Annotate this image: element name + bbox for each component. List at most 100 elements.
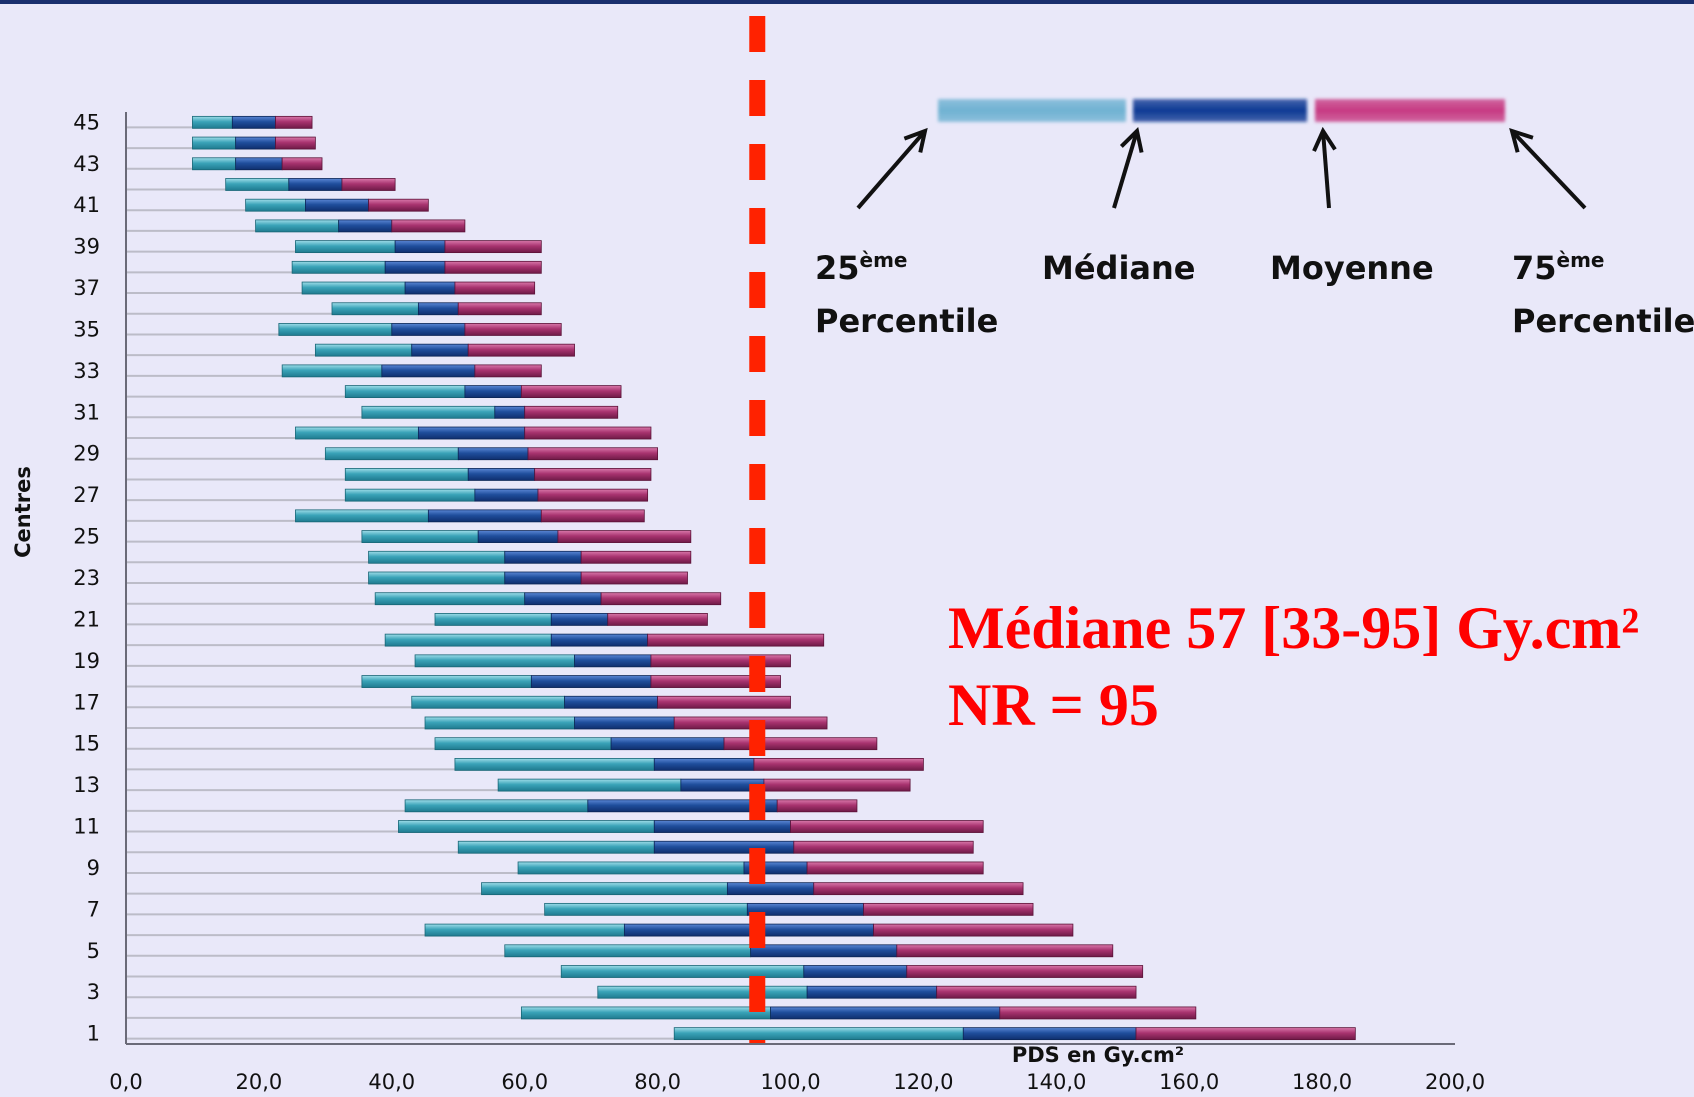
- legend-arrowhead-2: [1312, 126, 1337, 152]
- bar-mean-p75-6: [873, 923, 1074, 937]
- bar-p25-median-44: [192, 136, 237, 150]
- x-tick-label: 200,0: [1425, 1070, 1485, 1094]
- y-tick-label: 15: [73, 732, 100, 756]
- bar-mean-p75-13: [763, 778, 911, 792]
- y-tick-label: 35: [73, 317, 100, 341]
- legend-label-p75-sup: ème: [1557, 248, 1605, 272]
- bar-median-mean-44: [235, 136, 276, 150]
- x-tick-label: 20,0: [236, 1070, 283, 1094]
- bar-p25-median-33: [281, 364, 383, 378]
- x-tick-label: 80,0: [634, 1070, 681, 1094]
- bar-median-mean-8: [726, 882, 815, 896]
- bar-p25-median-34: [314, 343, 413, 357]
- bar-mean-p75-17: [657, 695, 791, 709]
- bar-mean-p75-24: [580, 550, 692, 564]
- bar-mean-p75-34: [467, 343, 575, 357]
- bar-p25-median-45: [192, 115, 233, 129]
- y-tick-label: 21: [73, 607, 100, 631]
- bar-p25-median-30: [295, 426, 419, 440]
- bar-mean-p75-8: [813, 882, 1024, 896]
- bar-mean-p75-35: [464, 323, 562, 336]
- bar-median-mean-33: [381, 364, 476, 378]
- x-tick-label: 0,0: [109, 1070, 142, 1094]
- legend-swatch-1: [1133, 99, 1307, 122]
- bar-mean-p75-23: [580, 571, 688, 585]
- legend-arrow-1: [1112, 130, 1139, 209]
- y-tick-label: 37: [73, 276, 100, 300]
- bar-mean-p75-40: [391, 219, 466, 233]
- bar-mean-p75-4: [906, 965, 1144, 978]
- bar-median-mean-30: [417, 426, 526, 440]
- y-tick-label: 13: [73, 773, 100, 797]
- bar-median-mean-23: [504, 571, 582, 585]
- axes-group: 1357911131517192123252729313335373941434…: [73, 110, 1485, 1094]
- bar-mean-p75-33: [474, 364, 542, 378]
- bar-median-mean-41: [305, 198, 369, 212]
- bar-mean-p75-21: [607, 613, 708, 626]
- bar-p25-median-13: [497, 778, 682, 792]
- bar-p25-median-12: [404, 799, 589, 813]
- bar-median-mean-20: [550, 633, 649, 647]
- legend-label-p75: 75ème: [1512, 248, 1605, 287]
- y-tick-label: 43: [73, 152, 100, 176]
- bar-p25-median-10: [457, 840, 655, 854]
- bar-median-mean-5: [750, 944, 898, 958]
- bar-median-mean-15: [610, 737, 725, 751]
- bar-median-mean-40: [338, 219, 393, 233]
- y-tick-label: 31: [73, 400, 100, 424]
- bar-mean-p75-3: [936, 985, 1137, 999]
- bar-median-mean-19: [574, 654, 652, 668]
- bar-p25-median-5: [504, 944, 752, 958]
- legend-label-p75-second: Percentile: [1512, 302, 1694, 340]
- bar-p25-median-17: [411, 695, 565, 709]
- y-tick-label: 17: [73, 690, 100, 714]
- y-tick-label: 25: [73, 525, 100, 549]
- bar-median-mean-28: [467, 468, 536, 481]
- bar-median-mean-34: [411, 343, 469, 357]
- bar-mean-p75-41: [368, 198, 429, 212]
- y-tick-label: 39: [73, 235, 100, 259]
- bar-median-mean-24: [504, 550, 582, 564]
- top-border: [0, 0, 1694, 4]
- bar-mean-p75-30: [524, 426, 652, 440]
- y-tick-label: 5: [87, 939, 100, 963]
- bar-median-mean-1: [962, 1027, 1137, 1041]
- bar-mean-p75-20: [647, 633, 825, 647]
- bar-median-mean-39: [394, 240, 446, 254]
- bar-median-mean-43: [235, 157, 283, 171]
- bars-group: [126, 16, 1356, 1044]
- bar-p25-median-2: [520, 1006, 771, 1020]
- bar-p25-median-4: [560, 965, 805, 978]
- legend-arrow-0: [856, 129, 927, 210]
- bar-p25-median-40: [255, 219, 340, 233]
- bar-median-mean-37: [404, 281, 456, 295]
- bar-mean-p75-12: [776, 799, 858, 813]
- bar-mean-p75-29: [527, 447, 659, 461]
- bar-mean-p75-44: [275, 136, 316, 150]
- bar-median-mean-14: [653, 758, 755, 771]
- bar-mean-p75-19: [650, 654, 791, 668]
- bar-median-mean-4: [803, 965, 908, 978]
- bar-p25-median-8: [481, 882, 728, 896]
- bar-mean-p75-26: [540, 509, 645, 523]
- bar-median-mean-11: [653, 820, 791, 833]
- bar-p25-median-27: [344, 488, 476, 502]
- legend-arrowhead-1: [1119, 127, 1144, 153]
- bar-mean-p75-38: [444, 260, 542, 274]
- bar-p25-median-11: [398, 820, 655, 833]
- reference-annotation: NR = 95: [948, 672, 1159, 738]
- legend-label-p25-sup: ème: [860, 248, 908, 272]
- bar-median-mean-2: [770, 1006, 1001, 1020]
- bar-p25-median-15: [434, 737, 612, 751]
- bar-median-mean-16: [574, 716, 675, 730]
- bar-p25-median-32: [344, 385, 466, 399]
- bar-mean-p75-7: [863, 902, 1034, 916]
- bar-mean-p75-28: [534, 468, 652, 481]
- bar-median-mean-26: [427, 509, 542, 523]
- bar-mean-p75-27: [537, 488, 649, 502]
- bar-median-mean-32: [464, 385, 522, 399]
- y-tick-label: 33: [73, 359, 100, 383]
- bar-median-mean-27: [474, 488, 539, 502]
- bar-mean-p75-18: [650, 675, 781, 688]
